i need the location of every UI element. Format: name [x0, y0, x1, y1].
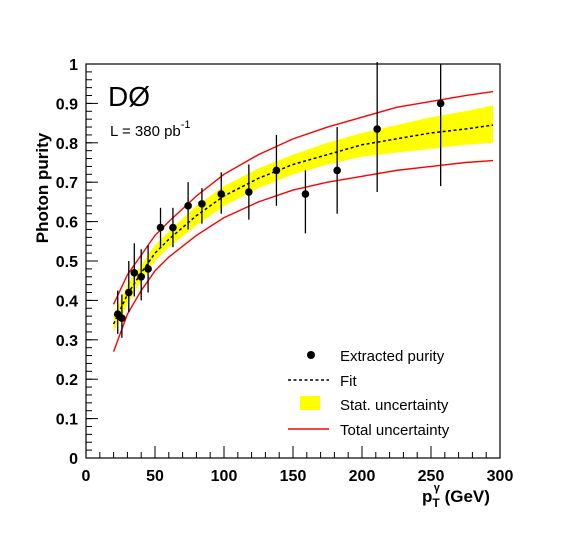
luminosity-label: L = 380 pb-1 — [110, 119, 191, 140]
y-tick-label: 0.9 — [56, 96, 78, 113]
y-tick-label: 0.1 — [56, 412, 78, 429]
legend-label-stat: Stat. uncertainty — [340, 397, 449, 414]
x-axis-title-sub: T — [432, 496, 440, 510]
y-tick-label: 0.8 — [56, 136, 78, 153]
data-point — [184, 202, 192, 210]
y-tick-label: 0.5 — [56, 254, 78, 271]
legend-marker-points — [307, 351, 315, 359]
x-tick-label: 200 — [349, 468, 376, 485]
data-point — [217, 190, 226, 198]
band-layer — [113, 105, 494, 332]
y-tick-label: 1 — [69, 57, 78, 74]
total-uncertainty-high-line — [112, 90, 494, 305]
x-tick-label: 300 — [487, 468, 514, 485]
x-tick-label: 50 — [146, 468, 164, 485]
data-point — [272, 166, 281, 175]
legend-marker-stat — [300, 396, 320, 410]
legend: Extracted purity Fit Stat. uncertainty T… — [288, 348, 450, 439]
data-point — [130, 269, 139, 277]
experiment-label: DØ — [108, 81, 150, 112]
x-axis-title: pTγ (GeV) — [422, 482, 490, 510]
data-point — [137, 272, 145, 281]
legend-label-points: Extracted purity — [340, 348, 445, 365]
y-tick-label: 0.2 — [56, 372, 78, 389]
data-point — [198, 200, 206, 208]
y-tick-label: 0.4 — [56, 293, 78, 310]
y-tick-label: 0.3 — [56, 333, 78, 350]
tick-layer: 0 0.1 0.2 0.3 0.4 0.5 0.6 0.7 0.8 0.9 1 0 50 100 150 20… — [56, 57, 514, 485]
x-tick-label: 250 — [418, 468, 445, 485]
data-point — [118, 314, 126, 322]
x-axis-title-suffix: (GeV) — [440, 487, 490, 506]
y-axis-title: Photon purity — [33, 132, 52, 243]
legend-label-fit: Fit — [340, 373, 357, 390]
stat-uncertainty-band — [113, 105, 494, 332]
data-point — [169, 223, 177, 232]
data-point — [373, 125, 381, 133]
y-tick-label: 0.6 — [56, 215, 78, 232]
x-tick-label: 0 — [82, 468, 91, 485]
data-point — [301, 190, 310, 198]
data-point — [436, 99, 445, 108]
y-tick-label: 0.7 — [56, 175, 78, 192]
x-axis-title-main: p — [422, 487, 432, 506]
data-point — [144, 265, 152, 273]
data-point — [124, 288, 133, 297]
luminosity-main: L = 380 pb — [110, 123, 181, 140]
y-tick-label: 0 — [69, 451, 78, 468]
x-axis-title-sup: γ — [434, 482, 441, 494]
point-layer — [113, 62, 445, 338]
data-point — [156, 223, 165, 232]
x-tick-label: 150 — [280, 468, 307, 485]
data-point — [333, 166, 341, 175]
x-tick-label: 100 — [211, 468, 238, 485]
luminosity-sup: -1 — [181, 119, 191, 131]
legend-label-total: Total uncertainty — [340, 422, 450, 439]
total-uncertainty-low-line — [112, 159, 494, 352]
data-point — [245, 188, 253, 196]
